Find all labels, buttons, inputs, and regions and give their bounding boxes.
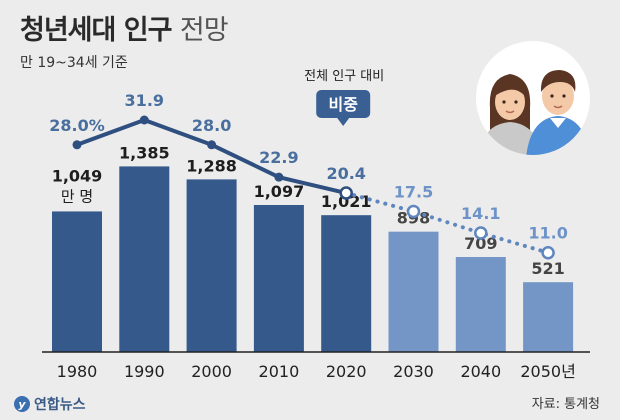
bar-value-label: 1,097 — [254, 182, 305, 201]
x-tick-label: 2030 — [393, 362, 434, 381]
share-point — [72, 140, 82, 150]
bar-value-label: 521 — [531, 259, 564, 278]
x-tick-label: 2050년 — [520, 362, 575, 381]
bar-value-label: 1,049 — [52, 166, 103, 185]
x-tick-label: 2010 — [259, 362, 300, 381]
bar-value-label: 1,385 — [119, 143, 170, 162]
share-value-label: 31.9 — [125, 91, 164, 110]
young-people-illustration — [476, 41, 590, 155]
chart-subtitle: 만 19~34세 기준 — [20, 55, 128, 71]
share-point — [339, 186, 353, 200]
annotation-badge — [316, 90, 371, 118]
bar-2030 — [388, 231, 439, 352]
bar-2050년 — [523, 282, 574, 352]
share-value-label: 17.5 — [394, 182, 433, 201]
title-bold: 청년세대 인구 — [20, 15, 172, 46]
share-point — [274, 172, 284, 182]
bar-1990 — [119, 166, 170, 352]
annotation-caption: 전체 인구 대비 — [304, 69, 384, 84]
share-value-label: 28.0% — [49, 116, 105, 135]
annotation-badge-text: 비중 — [328, 95, 358, 114]
x-tick-label: 2040 — [460, 362, 501, 381]
x-tick-label: 2000 — [191, 362, 232, 381]
bar-value-label: 709 — [464, 234, 497, 253]
share-value-label: 14.1 — [461, 204, 500, 223]
title-light: 전망 — [179, 15, 229, 46]
share-point — [207, 140, 217, 150]
share-line-projected — [344, 191, 551, 255]
share-value-label: 11.0 — [528, 224, 567, 243]
x-tick-label: 2020 — [326, 362, 367, 381]
bar-2020 — [321, 215, 372, 352]
share-point — [139, 115, 149, 125]
share-value-label: 28.0 — [192, 116, 231, 135]
x-tick-label: 1980 — [57, 362, 98, 381]
chart-title: 청년세대 인구 전망 — [20, 8, 229, 47]
share-point — [474, 226, 488, 240]
bar-unit-label: 만 명 — [61, 187, 93, 205]
share-value-label: 20.4 — [326, 164, 365, 183]
bar-value-label: 1,288 — [186, 156, 237, 175]
yonhap-logo: y 연합뉴스 — [14, 394, 86, 414]
share-point — [406, 204, 421, 219]
bar-2000 — [186, 179, 237, 352]
share-point — [541, 245, 555, 260]
bar-2010 — [253, 205, 304, 352]
logo-text: 연합뉴스 — [34, 397, 86, 413]
x-tick-label: 1990 — [124, 362, 165, 381]
annotation-badge-pointer — [337, 118, 350, 126]
yonhap-logo-icon: y — [14, 396, 30, 412]
share-value-label: 22.9 — [259, 148, 298, 167]
bar-2040 — [455, 256, 506, 352]
bar-1980 — [52, 211, 102, 352]
bar-value-label: 1,021 — [321, 192, 372, 211]
source-note: 자료: 통계청 — [531, 397, 600, 412]
